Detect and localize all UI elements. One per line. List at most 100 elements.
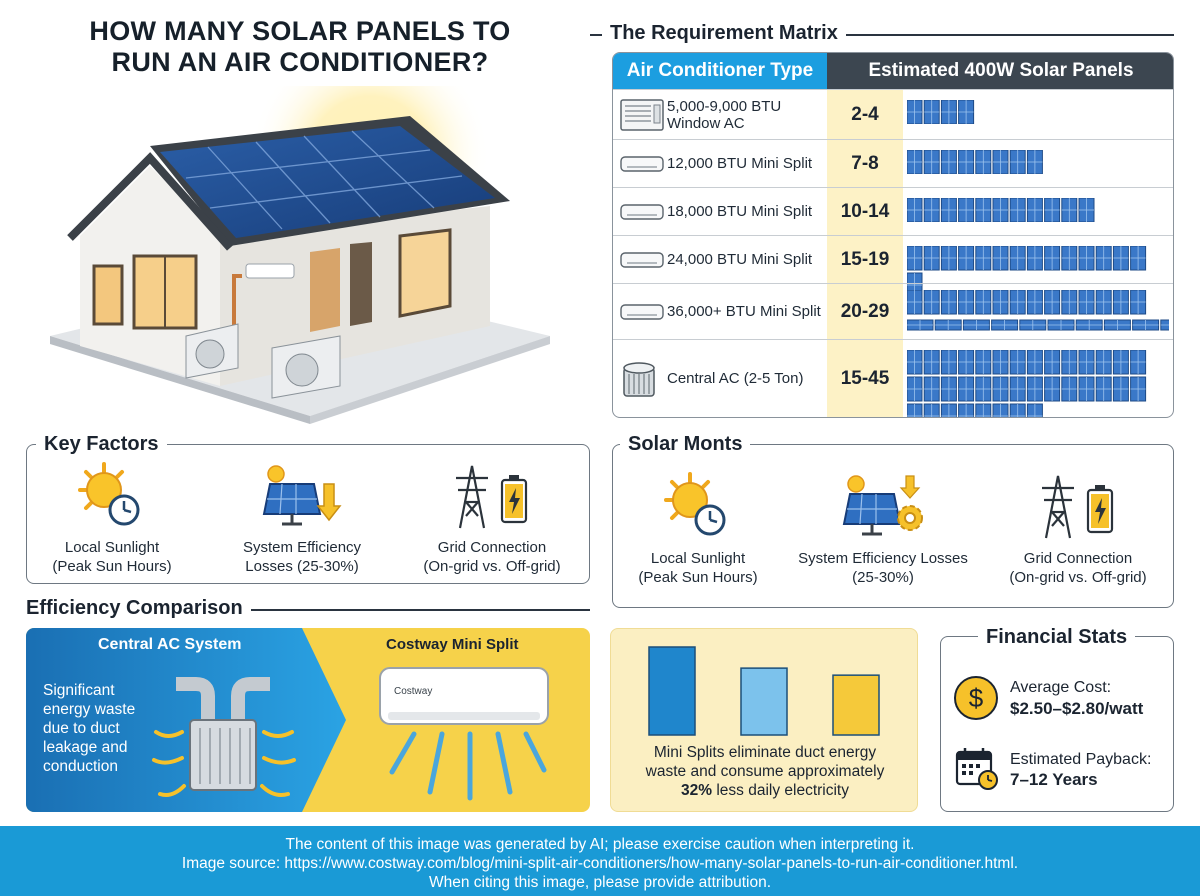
solar-panel-icon <box>906 376 923 402</box>
solar-panel-icon <box>923 99 940 125</box>
matrix-row-label: 24,000 BTU Mini Split <box>667 251 813 268</box>
solar-panel-icon <box>1130 245 1147 271</box>
matrix-col-panels: Estimated 400W Solar Panels <box>827 53 1173 89</box>
solar-panel-icon <box>1019 319 1047 331</box>
panel-icon-group <box>906 197 1095 223</box>
matrix-row-label: 5,000-9,000 BTU Window AC <box>667 98 782 132</box>
solar-panel-icon <box>1095 289 1112 315</box>
solar-panel-icon <box>991 319 1019 331</box>
solar-panel-icon <box>958 99 975 125</box>
house-illustration <box>10 36 570 426</box>
matrix-row: 5,000-9,000 BTU Window AC 2-4 <box>613 89 1173 139</box>
solar-panel-icon <box>1078 376 1095 402</box>
solar-panel-icon <box>1044 349 1061 375</box>
solar-panel-icon <box>975 403 992 417</box>
comparison-chart: Mini Splits eliminate duct energy waste … <box>610 628 918 812</box>
matrix-row-label: 36,000+ BTU Mini Split <box>667 303 821 320</box>
solar-panel-icon <box>958 403 975 417</box>
efficiency-heading-rule <box>26 609 590 611</box>
solar-panel-icon <box>906 149 923 175</box>
solar-panel-icon <box>1026 376 1043 402</box>
solar-panel-icon <box>1009 403 1026 417</box>
brand-label: Costway <box>394 686 432 697</box>
solar-panel-icon <box>975 349 992 375</box>
solar-panel-icon <box>1078 245 1095 271</box>
mini-split-unit-icon: Costway <box>379 667 549 801</box>
payback-value: 7–12 Years <box>1010 770 1098 789</box>
solar-panel-icon <box>958 376 975 402</box>
key-factors-box <box>26 444 590 584</box>
solar-panel-icon <box>992 376 1009 402</box>
solar-panel-icon <box>1112 349 1129 375</box>
solar-panel-icon <box>940 349 957 375</box>
solar-panel-icon <box>1044 197 1061 223</box>
solar-panel-icon <box>975 245 992 271</box>
matrix-row-label: Central AC (2-5 Ton) <box>667 370 804 387</box>
solar-panel-icon <box>1112 376 1129 402</box>
solar-panel-icon <box>958 289 975 315</box>
solar-panel-icon <box>1044 245 1061 271</box>
solar-panel-icon <box>1078 289 1095 315</box>
payback-label: Estimated Payback: <box>1010 751 1152 768</box>
solar-panel-icon <box>940 149 957 175</box>
matrix-row-label: 12,000 BTU Mini Split <box>667 155 813 172</box>
matrix-row: 18,000 BTU Mini Split 10-14 <box>613 187 1173 235</box>
sun-clock-icon <box>78 462 140 526</box>
solar-panel-icon <box>1047 319 1075 331</box>
solar-panel-icon <box>1132 319 1160 331</box>
solar-panel-icon <box>1095 245 1112 271</box>
solar-panel-icon <box>1026 149 1043 175</box>
matrix-row: 36,000+ BTU Mini Split 20-29 <box>613 283 1173 339</box>
solar-panel-icon <box>975 289 992 315</box>
factor-label: Local Sunlight (Peak Sun Hours) <box>638 550 758 586</box>
matrix-number-column <box>827 89 903 417</box>
solar-monts-heading: Solar Monts <box>620 433 751 456</box>
dollar-coin-icon: $ <box>954 676 998 720</box>
solar-panel-icon <box>992 349 1009 375</box>
solar-panel-icon <box>906 197 923 223</box>
matrix-row: 24,000 BTU Mini Split 15-19 <box>613 235 1173 298</box>
solar-monts-box <box>612 444 1174 608</box>
matrix-row-label: 18,000 BTU Mini Split <box>667 203 813 220</box>
solar-panel-icon <box>923 289 940 315</box>
solar-panel-icon <box>1061 245 1078 271</box>
solar-panel-icon <box>992 149 1009 175</box>
solar-panel-icon <box>1061 289 1078 315</box>
solar-panel-icon <box>1009 149 1026 175</box>
solar-panel-icon <box>1009 376 1026 402</box>
solar-panel-icon <box>992 403 1009 417</box>
outdoor-unit-icon <box>185 323 341 399</box>
matrix-heading-rule <box>590 34 1174 36</box>
key-factors-heading: Key Factors <box>36 433 167 456</box>
solar-panel-icon <box>1078 349 1095 375</box>
mini-split-icon <box>620 304 664 320</box>
solar-panel-icon <box>958 197 975 223</box>
matrix-row-panels: 7-8 <box>851 153 879 174</box>
solar-panel-icon <box>906 319 934 331</box>
cost-value: $2.50–$2.80/watt <box>1010 699 1144 718</box>
solar-panel-icon <box>1026 403 1043 417</box>
bar-chart <box>648 646 880 736</box>
matrix-row: 12,000 BTU Mini Split 7-8 <box>613 139 1173 187</box>
solar-panel-icon <box>906 289 923 315</box>
panel-icons-row <box>906 149 1169 179</box>
solar-panel-icon <box>1026 349 1043 375</box>
solar-panel-icon <box>992 289 1009 315</box>
window-ac-icon <box>620 99 664 131</box>
mini-split-icon <box>620 204 664 220</box>
solar-panel-icon <box>1130 376 1147 402</box>
solar-panel-icon <box>906 349 923 375</box>
solar-panel-icon <box>923 403 940 417</box>
solar-panel-icon <box>934 319 962 331</box>
solar-panel-icon <box>1009 197 1026 223</box>
factor-label: Local Sunlight (Peak Sun Hours) <box>52 539 172 575</box>
solar-panel-icon <box>906 99 923 125</box>
panel-icon-group <box>906 245 1147 298</box>
efficiency-comparison-band: Central AC System Significant energy was… <box>26 628 590 812</box>
cost-label: Average Cost: <box>1010 679 1112 696</box>
solar-panel-icon <box>940 376 957 402</box>
solar-panel-icon <box>1112 245 1129 271</box>
title-line: HOW MANY SOLAR PANELS TO <box>89 16 511 46</box>
footer-line: Image source: https://www.costway.com/bl… <box>181 855 1019 872</box>
solar-panel-icon <box>923 349 940 375</box>
